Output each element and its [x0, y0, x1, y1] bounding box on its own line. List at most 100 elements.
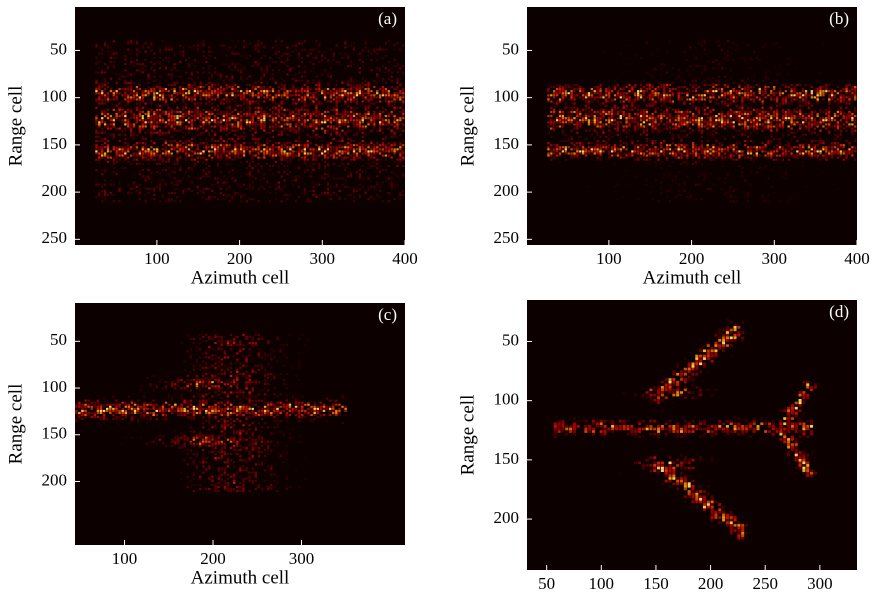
speckle: [805, 142, 807, 144]
speckle: [385, 150, 387, 152]
speckle: [327, 101, 329, 103]
speckle: [338, 190, 340, 192]
speckle: [776, 73, 778, 75]
speckle: [312, 136, 314, 138]
speckle: [231, 159, 233, 161]
speckle: [344, 115, 346, 117]
speckle: [220, 113, 222, 115]
speckle: [367, 107, 369, 109]
speckle: [249, 123, 251, 125]
speckle: [130, 73, 132, 75]
speckle: [315, 55, 317, 57]
speckle: [139, 84, 141, 86]
speckle: [848, 101, 850, 103]
speckle: [254, 142, 256, 144]
speckle: [182, 121, 184, 123]
speckle: [202, 117, 204, 119]
speckle: [628, 109, 630, 111]
speckle: [356, 190, 358, 192]
speckle: [188, 109, 190, 111]
speckle: [321, 53, 323, 55]
speckle: [257, 90, 259, 92]
speckle: [104, 200, 106, 202]
speckle: [249, 103, 251, 105]
speckle: [761, 142, 763, 144]
speckle: [367, 159, 369, 161]
speckle: [570, 130, 572, 132]
speckle: [831, 94, 833, 96]
speckle: [341, 177, 343, 179]
speckle: [249, 107, 251, 109]
speckle: [315, 184, 317, 186]
speckle: [194, 84, 196, 86]
speckle: [234, 179, 236, 181]
speckle: [281, 155, 283, 157]
speckle: [95, 98, 97, 100]
speckle: [562, 88, 564, 90]
speckle: [202, 44, 204, 46]
speckle: [144, 175, 146, 177]
speckle: [136, 42, 138, 44]
speckle: [767, 94, 769, 96]
speckle: [330, 142, 332, 144]
speckle: [231, 92, 233, 94]
speckle: [599, 125, 601, 127]
speckle: [298, 121, 300, 123]
speckle: [257, 119, 259, 121]
speckle: [333, 53, 335, 55]
speckle: [136, 134, 138, 136]
speckle: [130, 148, 132, 150]
speckle: [272, 148, 274, 150]
speckle: [391, 148, 393, 150]
speckle: [776, 130, 778, 132]
speckle: [379, 115, 381, 117]
speckle: [171, 88, 173, 90]
speckle: [350, 84, 352, 86]
speckle: [281, 119, 283, 121]
speckle: [309, 148, 311, 150]
speckle: [173, 63, 175, 65]
speckle: [356, 117, 358, 119]
speckle: [373, 117, 375, 119]
speckle: [599, 103, 601, 105]
speckle: [260, 67, 262, 69]
speckle: [118, 107, 120, 109]
speckle: [159, 132, 161, 134]
speckle: [107, 86, 109, 88]
speckle: [362, 65, 364, 67]
speckle: [848, 113, 850, 115]
speckle: [289, 113, 291, 115]
speckle: [706, 140, 708, 142]
speckle: [657, 86, 659, 88]
speckle: [168, 111, 170, 113]
speckle: [304, 101, 306, 103]
speckle: [182, 190, 184, 192]
speckle: [370, 42, 372, 44]
speckle: [107, 125, 109, 127]
speckle: [344, 111, 346, 113]
speckle: [278, 165, 280, 167]
speckle: [197, 188, 199, 190]
speckle: [118, 146, 120, 148]
speckle: [309, 150, 311, 152]
speckle: [139, 155, 141, 157]
speckle: [805, 134, 807, 136]
speckle: [706, 113, 708, 115]
speckle: [733, 59, 735, 61]
speckle: [173, 140, 175, 142]
speckle: [136, 186, 138, 188]
speckle: [724, 76, 726, 78]
speckle: [98, 98, 100, 100]
speckle: [591, 121, 593, 123]
speckle: [617, 123, 619, 125]
speckle: [767, 69, 769, 71]
speckle: [333, 98, 335, 100]
speckle: [753, 128, 755, 130]
speckle: [237, 155, 239, 157]
speckle: [272, 157, 274, 159]
speckle: [249, 198, 251, 200]
speckle: [379, 123, 381, 125]
speckle: [744, 128, 746, 130]
speckle: [220, 111, 222, 113]
speckle: [318, 136, 320, 138]
